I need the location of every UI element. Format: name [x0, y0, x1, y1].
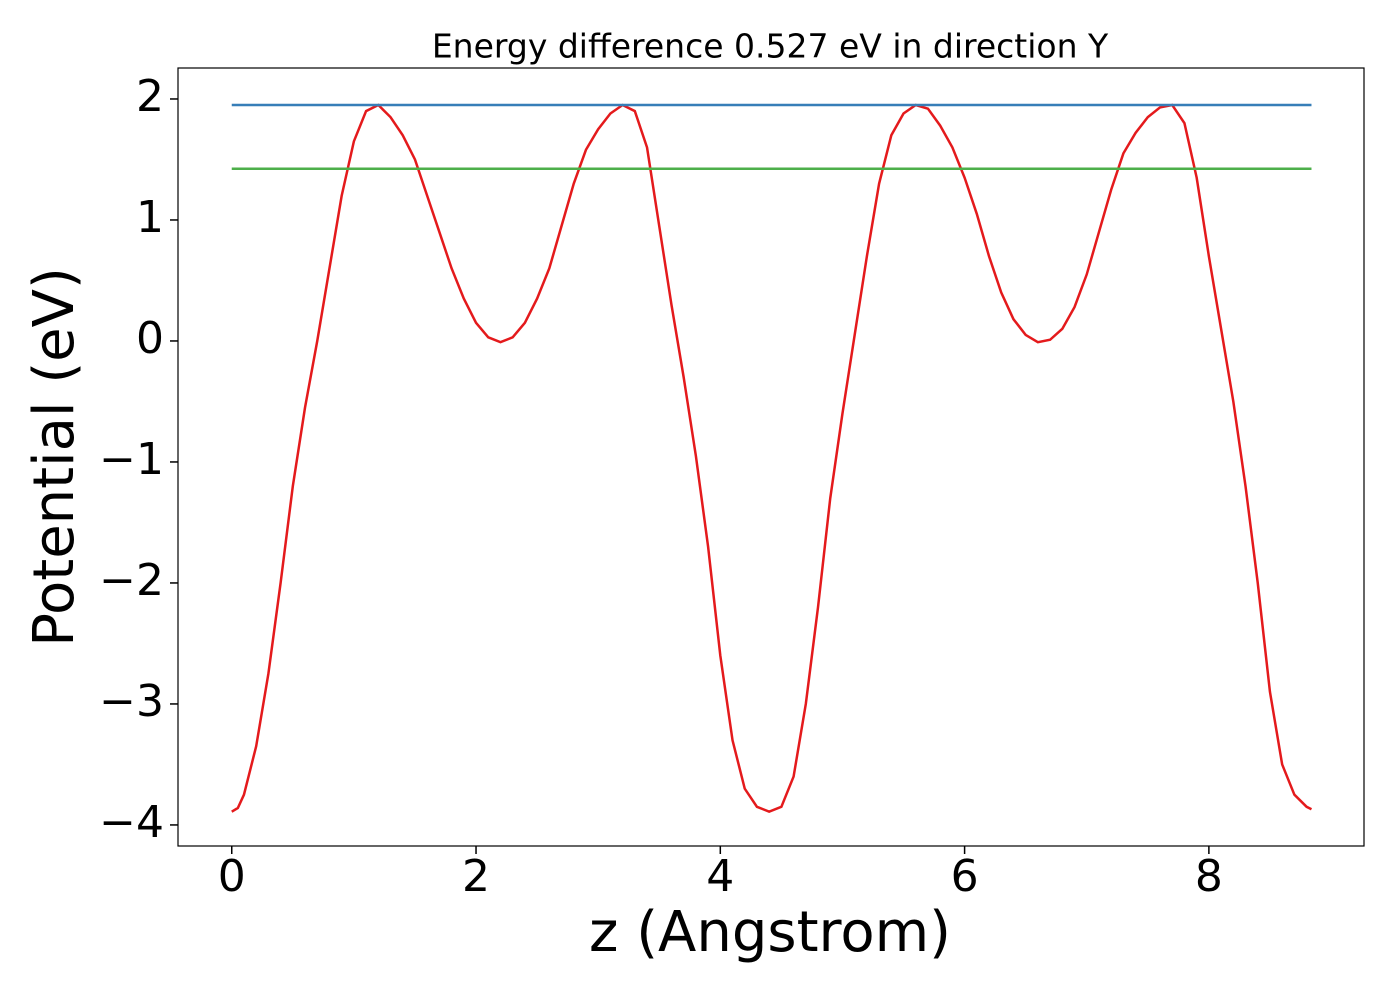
chart-title: Energy difference 0.527 eV in direction … — [432, 27, 1109, 66]
x-tick-label: 0 — [218, 851, 246, 902]
x-axis-label: z (Angstrom) — [589, 900, 951, 965]
x-tick-label: 4 — [706, 851, 734, 902]
y-tick-label: 1 — [136, 192, 164, 243]
plot-frame — [177, 67, 1365, 847]
y-tick-label: 2 — [136, 71, 164, 122]
data-line — [231, 103, 1313, 813]
x-tick-label: 8 — [1195, 851, 1223, 902]
x-tick-label: 6 — [951, 851, 979, 902]
x-tick-label: 2 — [462, 851, 490, 902]
y-tick-label: −2 — [99, 555, 164, 606]
y-tick-label: 0 — [136, 313, 164, 364]
y-tick-label: −3 — [99, 676, 164, 727]
y-axis-label: Potential (eV) — [22, 267, 87, 647]
y-tick-label: −1 — [99, 434, 164, 485]
y-tick-label: −4 — [99, 797, 164, 848]
